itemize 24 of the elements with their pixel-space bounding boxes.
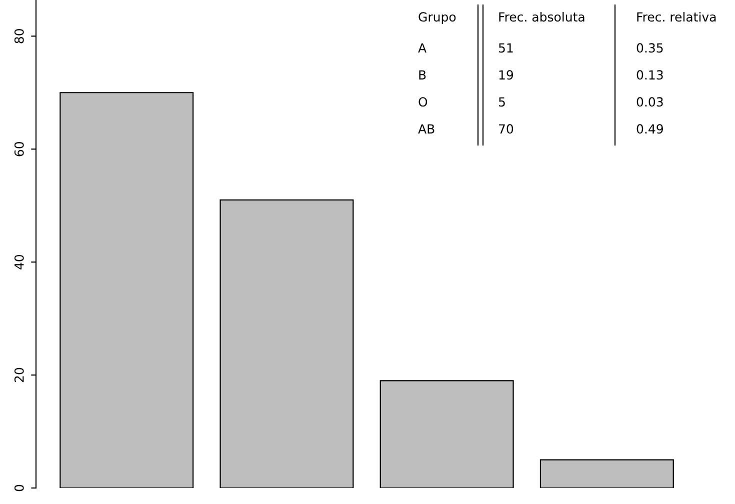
annotation: B bbox=[419, 70, 426, 80]
annotation: A bbox=[418, 43, 426, 52]
annotation: AB bbox=[418, 124, 434, 134]
annotation: 0.49 bbox=[636, 124, 663, 134]
bar bbox=[540, 459, 674, 488]
annotation: Frec. absoluta bbox=[499, 12, 584, 22]
y-tick-label: 80 bbox=[14, 29, 24, 44]
annotation: 5 bbox=[498, 97, 505, 107]
bar bbox=[380, 380, 514, 488]
y-tick-label: 0 bbox=[14, 484, 24, 492]
annotation: 70 bbox=[499, 124, 514, 134]
y-tick-label: 60 bbox=[14, 142, 24, 156]
y-tick-label: 20 bbox=[14, 368, 24, 382]
bar bbox=[220, 199, 354, 488]
annotation: 0.13 bbox=[636, 70, 663, 80]
annotation: 0.03 bbox=[636, 97, 663, 107]
annotation: O bbox=[418, 97, 428, 107]
annotation: Frec. relativa bbox=[637, 12, 716, 22]
annotation: 51 bbox=[498, 43, 513, 53]
annotation: 0.35 bbox=[636, 43, 663, 53]
y-tick-label: 40 bbox=[14, 254, 24, 270]
annotation: Grupo bbox=[418, 12, 456, 24]
annotation: 19 bbox=[499, 70, 514, 80]
bar bbox=[60, 92, 194, 488]
